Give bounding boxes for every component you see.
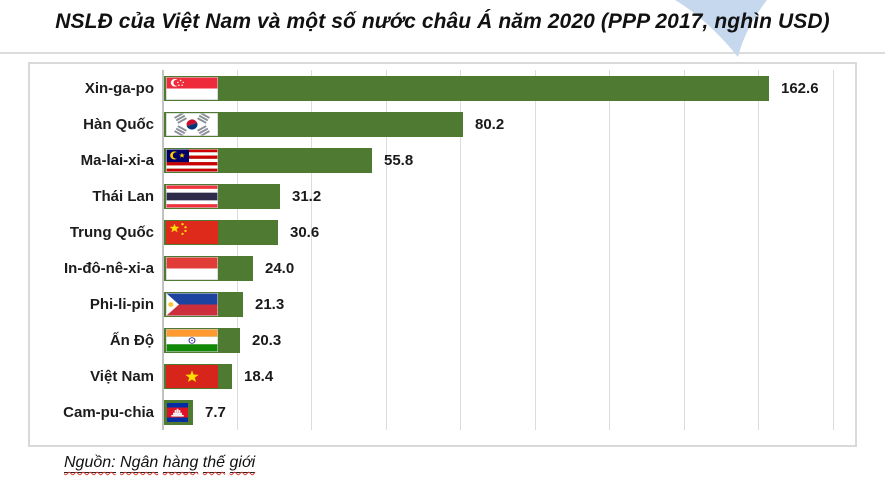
- source-word: hàng: [162, 454, 199, 473]
- gridline-160: [758, 70, 760, 430]
- gridline-40: [311, 70, 313, 430]
- watermark-shape: [675, 0, 767, 57]
- value-label: 31.2: [292, 187, 322, 205]
- source-note: Nguồn: Ngân hàng thế giới: [64, 454, 256, 473]
- gridline-100: [534, 70, 536, 430]
- chart-row-cambodia: Cam-pu-chia 7.7: [36, 394, 866, 430]
- category-label: In-đô-nê-xi-a: [64, 259, 154, 277]
- value-label: 55.8: [384, 151, 414, 169]
- flag-singapore-icon: [166, 76, 218, 100]
- bar-china: [164, 219, 278, 245]
- chart-title: NSLĐ của Việt Nam và một số nước châu Á …: [55, 10, 830, 33]
- value-label: 7.7: [205, 403, 226, 421]
- value-label: 18.4: [244, 367, 274, 385]
- bar-malaysia: [164, 147, 372, 173]
- category-label: Cam-pu-chia: [63, 403, 154, 421]
- value-label: 162.6: [781, 79, 819, 97]
- value-label: 20.3: [252, 331, 282, 349]
- category-label: Thái Lan: [92, 187, 154, 205]
- flag-india-icon: [166, 328, 218, 352]
- flag-indonesia-icon: [166, 256, 218, 280]
- category-label: Phi-li-pin: [89, 295, 154, 313]
- source-word: giới: [229, 454, 256, 473]
- gridline-140: [683, 70, 685, 430]
- chart-row-china: Trung Quốc 30.6: [36, 214, 866, 250]
- category-label: Ấn Độ: [109, 331, 154, 349]
- title-divider-line: [0, 52, 885, 54]
- flag-cambodia-icon: [167, 402, 188, 422]
- bar-cambodia: [164, 399, 193, 425]
- bar-thailand: [164, 183, 280, 209]
- category-label: Ma-lai-xi-a: [80, 151, 154, 169]
- chart-row-india: Ấn Độ 20.3: [36, 322, 866, 358]
- gridline-120: [609, 70, 611, 430]
- chart-row-indonesia: In-đô-nê-xi-a 24.0: [36, 250, 866, 286]
- source-word: Ngân: [120, 454, 159, 473]
- flag-philippines-icon: [166, 292, 218, 316]
- value-label: 80.2: [475, 115, 505, 133]
- flag-south-korea-icon: [166, 112, 218, 136]
- bar-vietnam: [164, 363, 232, 389]
- chart-row-singapore: Xin-ga-po 162.6: [36, 70, 866, 106]
- category-label: Hàn Quốc: [83, 115, 154, 133]
- flag-malaysia-icon: [166, 148, 218, 172]
- bar-philippines: [164, 291, 243, 317]
- gridline-20: [236, 70, 238, 430]
- category-axis-line: [162, 70, 164, 430]
- flag-china-icon: [166, 220, 218, 244]
- bar-indonesia: [164, 255, 253, 281]
- value-label: 21.3: [255, 295, 285, 313]
- chart-row-south-korea: Hàn Quốc 80.2: [36, 106, 866, 142]
- gridline-60: [385, 70, 387, 430]
- bar-singapore: [164, 75, 769, 101]
- category-label: Xin-ga-po: [84, 79, 154, 97]
- flag-vietnam-icon: [166, 364, 218, 388]
- value-label: 24.0: [265, 259, 295, 277]
- value-label: 30.6: [290, 223, 320, 241]
- plot-area: [162, 70, 834, 430]
- gridline-180: [832, 70, 834, 430]
- bar-south-korea: [164, 111, 463, 137]
- chart-row-malaysia: Ma-lai-xi-a 55.8: [36, 142, 866, 178]
- chart-row-philippines: Phi-li-pin 21.3: [36, 286, 866, 322]
- category-label: Việt Nam: [90, 367, 154, 385]
- chart-row-thailand: Thái Lan 31.2: [36, 178, 866, 214]
- bar-rows: Xin-ga-po 162.6 Hàn Quốc 80.2 Ma-lai-xi-a 55.…: [36, 70, 866, 430]
- bar-india: [164, 327, 240, 353]
- watermark-swoosh: [675, 0, 767, 57]
- flag-thailand-icon: [166, 184, 218, 208]
- chart-row-vietnam: Việt Nam 18.4: [36, 358, 866, 394]
- gridline-80: [460, 70, 462, 430]
- category-label: Trung Quốc: [69, 223, 154, 241]
- source-word: thế: [202, 454, 226, 473]
- source-word: Nguồn:: [64, 454, 116, 473]
